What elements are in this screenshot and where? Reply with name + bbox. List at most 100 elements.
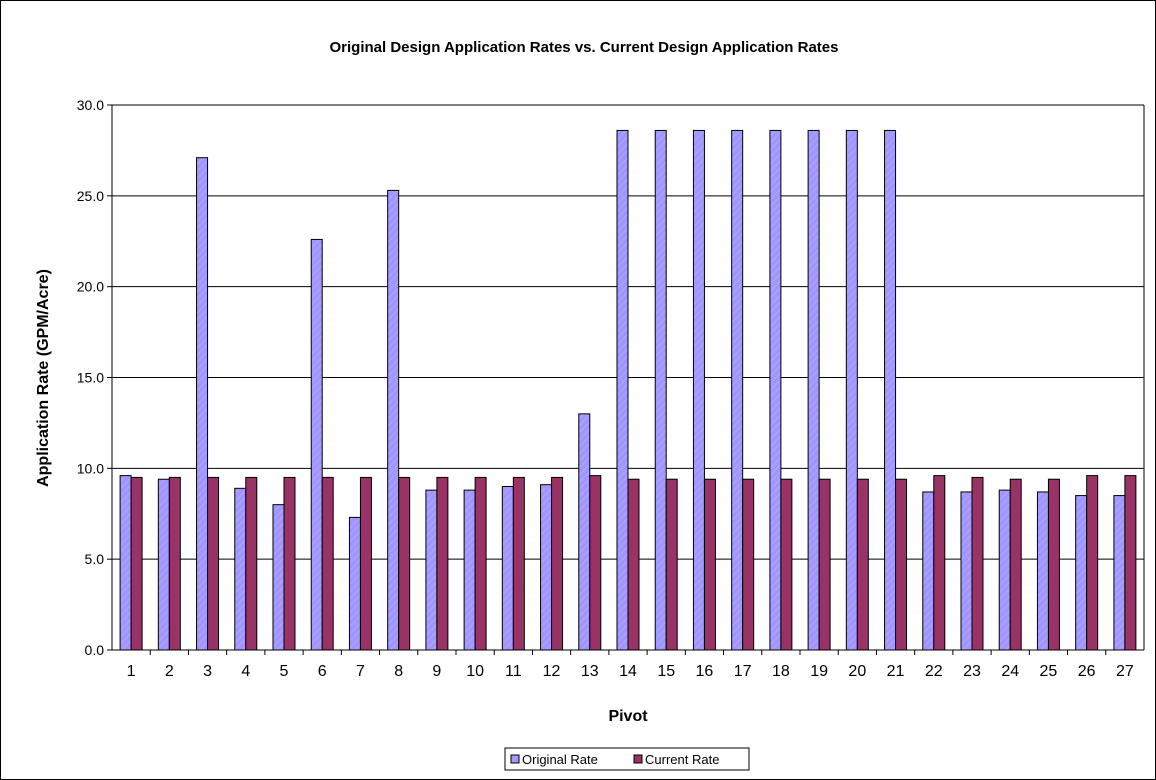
y-tick-label: 5.0 [85,551,105,567]
bar-current-rate [589,475,602,651]
bar-current-rate [474,476,487,651]
x-tick-label: 20 [848,663,866,680]
bar-current-rate [207,476,220,651]
legend: Original Rate Current Rate [504,747,750,771]
bar-current-rate [283,476,296,651]
bar-current-rate [818,478,831,651]
bar-original-rate [501,486,514,651]
bar-original-rate [692,129,705,651]
x-axis-label: Pivot [608,708,648,725]
x-tick-label: 15 [657,663,675,680]
x-tick-label: 10 [466,663,484,680]
x-tick-label: 9 [432,663,441,680]
bar-current-rate [436,476,449,651]
bar-current-rate [1009,478,1022,651]
x-tick-label: 25 [1040,663,1058,680]
bar-original-rate [922,491,935,651]
x-tick-label: 7 [356,663,365,680]
x-tick-label: 19 [810,663,828,680]
bar-current-rate [551,476,564,651]
bar-original-rate [845,129,858,651]
bar-current-rate [856,478,869,651]
bar-current-rate [665,478,678,651]
x-tick-label: 27 [1116,663,1134,680]
bar-current-rate [168,476,181,651]
bar-original-rate [654,129,667,651]
bar-original-rate [119,475,132,651]
legend-label-original: Original Rate [522,752,598,767]
bar-current-rate [1047,478,1060,651]
bar-current-rate [1086,475,1099,651]
x-tick-label: 2 [165,663,174,680]
bar-original-rate [310,238,323,651]
bar-original-rate [234,487,247,651]
bar-current-rate [512,476,525,651]
x-tick-label: 4 [241,663,250,680]
chart-title: Original Design Application Rates vs. Cu… [330,39,839,56]
x-tick-label: 12 [543,663,561,680]
bar-current-rate [703,478,716,651]
x-tick-label: 17 [734,663,752,680]
x-tick-label: 18 [772,663,790,680]
x-tick-label: 11 [505,663,522,680]
bar-original-rate [1036,491,1049,651]
bar-original-rate [348,516,361,651]
legend-box [504,747,750,771]
bar-current-rate [321,476,334,651]
bar-current-rate [971,476,984,651]
x-tick-label: 22 [925,663,943,680]
y-tick-label: 10.0 [77,460,104,476]
bar-current-rate [398,476,411,651]
bar-current-rate [780,478,793,651]
bar-original-rate [1075,495,1088,651]
bar-original-rate [807,129,820,651]
x-tick-label: 13 [581,663,599,680]
x-axis-ticks: 1 2 3 4 5 6 7 8 9 10 11 12 13 14 15 16 17 18 19 20 21 22 23 24 2… [127,650,1134,680]
bar-current-rate [130,476,143,651]
bar-original-rate [1113,495,1126,651]
y-tick-label: 25.0 [77,188,104,204]
x-tick-label: 21 [887,663,905,680]
x-tick-label: 26 [1078,663,1096,680]
x-tick-label: 3 [203,663,212,680]
y-tick-label: 20.0 [77,279,104,295]
x-tick-label: 1 [127,663,136,680]
bar-current-rate [359,476,372,651]
bar-original-rate [960,491,973,651]
x-tick-label: 5 [280,663,289,680]
bar-original-rate [998,489,1011,651]
bar-current-rate [742,478,755,651]
legend-swatch-current [633,754,643,764]
bar-original-rate [425,489,438,651]
bar-original-rate [769,129,782,651]
legend-swatch-original [510,754,520,764]
bars [119,129,1137,651]
x-tick-label: 16 [696,663,714,680]
x-tick-label: 14 [619,663,637,680]
bar-current-rate [895,478,908,651]
x-tick-label: 8 [394,663,403,680]
y-tick-label: 0.0 [85,642,105,658]
y-axis-label: Application Rate (GPM/Acre) [35,269,52,487]
x-tick-label: 23 [963,663,981,680]
bar-original-rate [578,413,591,651]
bar-original-rate [540,484,553,651]
bar-current-rate [1124,475,1137,651]
bar-original-rate [387,189,400,651]
x-tick-label: 6 [318,663,327,680]
legend-label-current: Current Rate [645,752,719,767]
bar-original-rate [731,129,744,651]
y-axis-ticks: 0.0 5.0 10.0 15.0 20.0 25.0 30.0 [77,97,112,658]
y-tick-label: 15.0 [77,370,104,386]
bar-current-rate [933,475,946,651]
bar-original-rate [272,504,285,651]
bar-current-rate [245,476,258,651]
bar-original-rate [884,129,897,651]
bar-current-rate [627,478,640,651]
y-tick-label: 30.0 [77,97,104,113]
bar-original-rate [196,157,209,651]
bar-original-rate [616,129,629,651]
bar-original-rate [157,478,170,651]
bar-original-rate [463,489,476,651]
